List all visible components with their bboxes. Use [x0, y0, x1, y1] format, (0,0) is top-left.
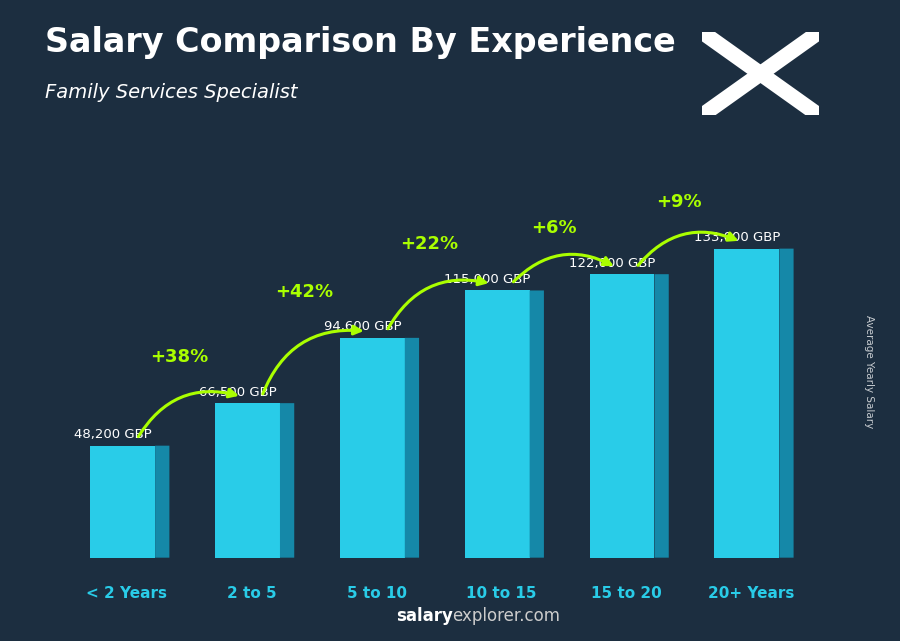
Polygon shape [779, 249, 794, 558]
Text: 122,000 GBP: 122,000 GBP [569, 257, 655, 270]
Text: 20+ Years: 20+ Years [708, 586, 795, 601]
Bar [715, 249, 779, 558]
Polygon shape [405, 338, 419, 558]
Text: < 2 Years: < 2 Years [86, 586, 167, 601]
Text: 48,200 GBP: 48,200 GBP [74, 428, 151, 441]
Text: Salary Comparison By Experience: Salary Comparison By Experience [45, 26, 676, 58]
Text: Family Services Specialist: Family Services Specialist [45, 83, 298, 103]
Text: +22%: +22% [400, 235, 458, 253]
Bar [340, 338, 405, 558]
Text: 66,500 GBP: 66,500 GBP [199, 386, 276, 399]
Text: +6%: +6% [531, 219, 577, 237]
Bar [464, 290, 529, 558]
Bar [90, 445, 155, 558]
Polygon shape [280, 403, 294, 558]
Text: salary: salary [396, 607, 453, 625]
Text: 133,000 GBP: 133,000 GBP [694, 231, 780, 244]
Text: explorer.com: explorer.com [452, 607, 560, 625]
Text: 94,600 GBP: 94,600 GBP [323, 320, 401, 333]
Text: 115,000 GBP: 115,000 GBP [444, 273, 530, 286]
Text: 15 to 20: 15 to 20 [591, 586, 662, 601]
Text: 5 to 10: 5 to 10 [346, 586, 407, 601]
Text: +42%: +42% [275, 283, 333, 301]
Text: Average Yearly Salary: Average Yearly Salary [863, 315, 874, 428]
Text: +9%: +9% [656, 194, 701, 212]
Polygon shape [529, 290, 544, 558]
Text: +38%: +38% [150, 348, 209, 366]
Bar [215, 403, 280, 558]
Bar [590, 274, 654, 558]
Polygon shape [654, 274, 669, 558]
Polygon shape [155, 445, 169, 558]
Text: 2 to 5: 2 to 5 [227, 586, 276, 601]
Text: 10 to 15: 10 to 15 [466, 586, 536, 601]
